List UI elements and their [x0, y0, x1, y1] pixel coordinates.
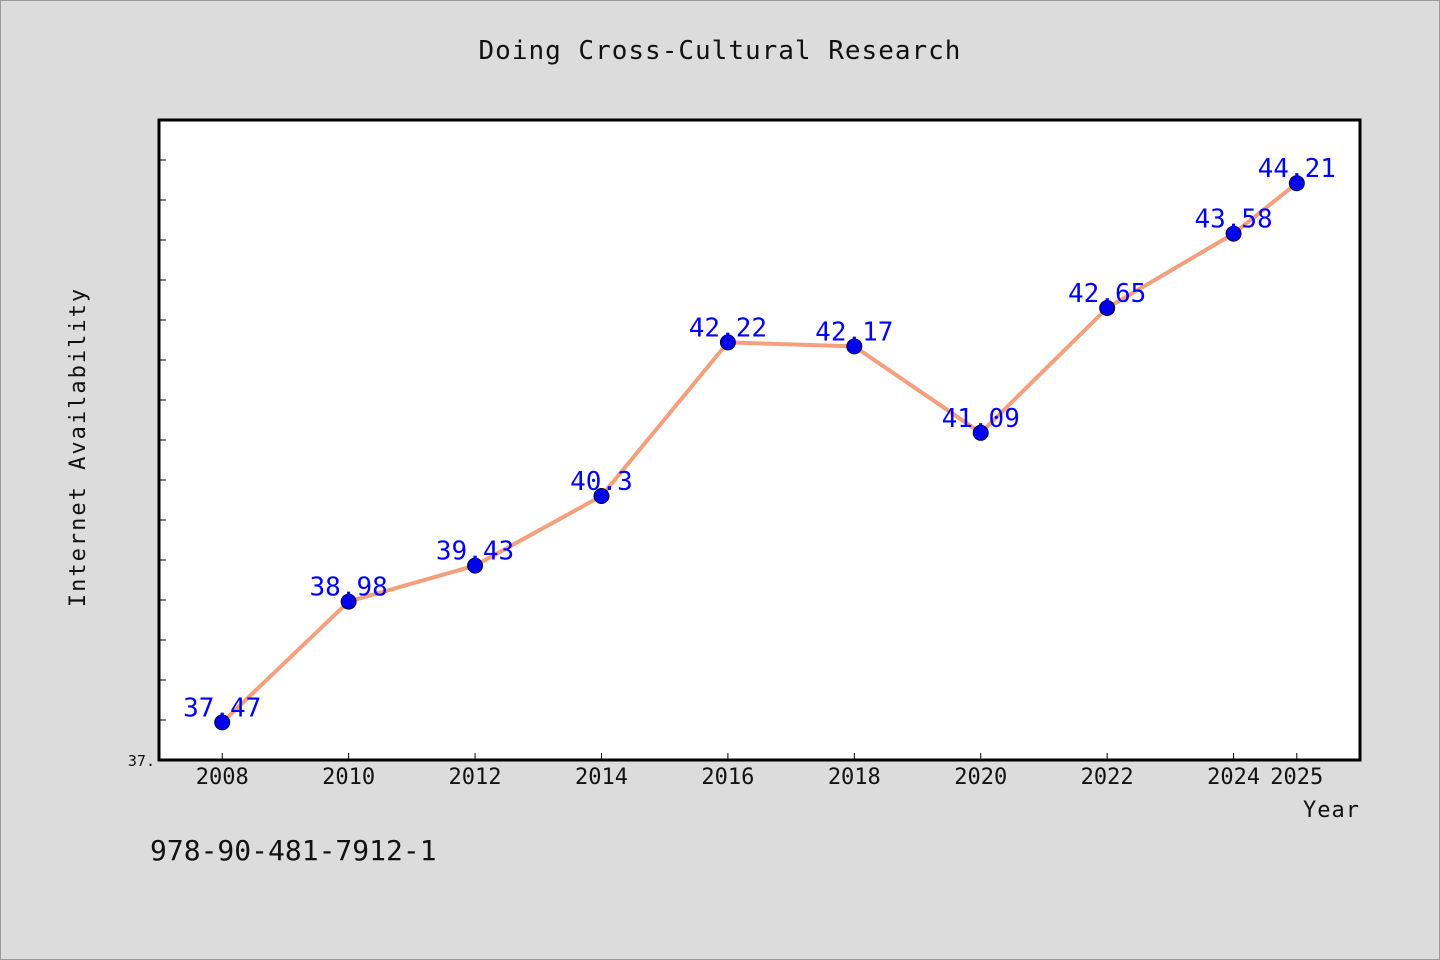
- data-label: 43.58: [1194, 205, 1272, 235]
- series-line: [220, 181, 1299, 725]
- x-tick-label: 2024: [1207, 765, 1260, 790]
- x-tick-label: 2010: [322, 765, 375, 790]
- y-tick-label: 37.: [128, 752, 155, 770]
- isbn-text: 978-90-481-7912-1: [150, 834, 437, 867]
- x-axis-title: Year: [1303, 798, 1360, 823]
- data-label: 42.65: [1068, 279, 1146, 309]
- chart-title: Doing Cross-Cultural Research: [478, 36, 962, 66]
- data-label: 42.22: [689, 313, 767, 343]
- data-point: [972, 424, 989, 441]
- data-point: [1288, 175, 1305, 192]
- x-tick-label: 2020: [954, 765, 1007, 790]
- x-tick-label: 2012: [449, 765, 502, 790]
- data-label: 39.43: [436, 537, 514, 567]
- data-label: 38.98: [309, 573, 387, 603]
- data-label: 41.09: [942, 404, 1020, 434]
- data-label: 37.47: [183, 693, 261, 723]
- data-point: [1225, 225, 1242, 242]
- y-axis-ticks: [159, 119, 166, 761]
- x-tick-label: 2018: [828, 765, 881, 790]
- series-group: 37.47 38.98 39.43 40.3 42.22 42.17 41.09 42.65 4…: [183, 154, 1336, 731]
- x-tick-label: 2014: [575, 765, 628, 790]
- data-label: 44.21: [1258, 154, 1336, 184]
- x-tick-label: 2008: [196, 765, 249, 790]
- data-point: [719, 334, 736, 351]
- y-axis-title: Internet Availability: [66, 287, 91, 607]
- data-point: [214, 714, 231, 731]
- data-point: [846, 338, 863, 355]
- x-axis-ticks: 2008 2010 2012 2014 2016 2018 2020 2022 2024 2025: [196, 753, 1323, 790]
- x-tick-label: 2016: [701, 765, 754, 790]
- x-tick-label: 2022: [1081, 765, 1134, 790]
- data-label: 42.17: [815, 317, 893, 347]
- data-label: 40.3: [570, 467, 633, 497]
- data-point: [340, 593, 357, 610]
- data-point: [467, 557, 484, 574]
- data-point: [593, 488, 610, 504]
- plot-area: [157, 118, 1362, 762]
- data-point: [1099, 300, 1116, 316]
- x-tick-label: 2025: [1270, 765, 1323, 790]
